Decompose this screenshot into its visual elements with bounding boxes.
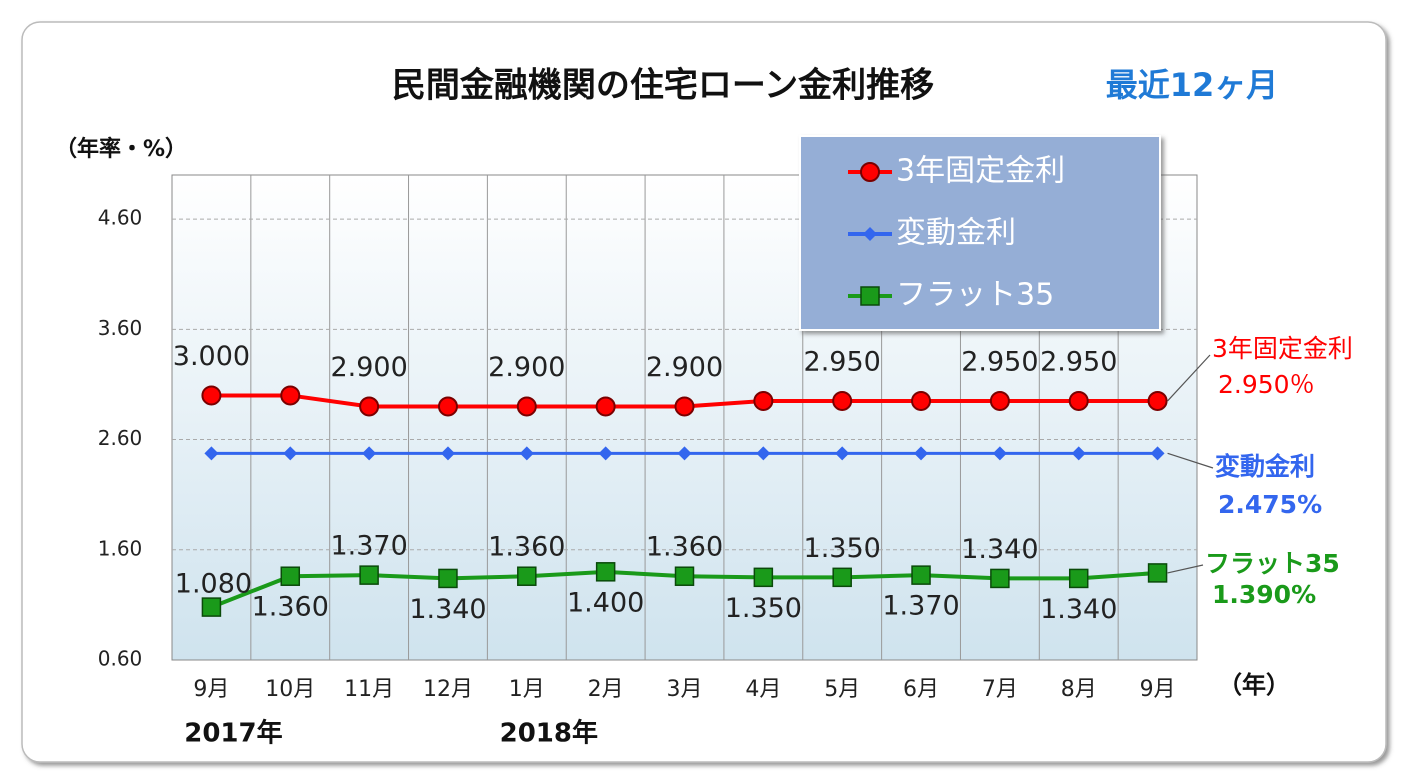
y-tick-label: 2.60 — [98, 426, 143, 450]
point — [359, 396, 380, 417]
legend-label: 変動金利 — [896, 216, 1016, 251]
y-axis-label: （年率・%） — [55, 136, 187, 162]
data-label: 2.950 — [961, 346, 1038, 377]
point — [911, 565, 931, 585]
point — [674, 566, 695, 586]
legend-marker — [863, 227, 877, 241]
y-tick-label: 0.60 — [98, 647, 143, 671]
end-name: 変動金利 — [1215, 452, 1315, 481]
x-axis-label: （年） — [1218, 671, 1290, 699]
point — [519, 446, 534, 461]
x-tick-label: 2月 — [588, 677, 624, 702]
data-label: 2.900 — [488, 352, 565, 383]
y-tick-label: 1.60 — [98, 536, 143, 560]
data-label: 2.950 — [804, 346, 881, 377]
data-label: 2.900 — [330, 352, 407, 383]
point — [595, 562, 616, 582]
point — [832, 390, 853, 411]
data-label: 1.360 — [646, 532, 723, 563]
point — [201, 385, 222, 406]
point — [1071, 446, 1086, 461]
legend-label: 3年固定金利 — [896, 154, 1065, 189]
x-tick-label: 10月 — [265, 677, 315, 702]
end-value: 2.950％ — [1218, 370, 1315, 399]
chart-subtitle: 最近12ヶ月 — [1106, 66, 1279, 104]
year-label: 2018年 — [500, 718, 598, 749]
end-name: フラット35 — [1205, 549, 1340, 578]
point — [440, 446, 455, 461]
point — [280, 385, 301, 406]
data-label: 1.340 — [961, 534, 1038, 565]
end-connector — [1167, 564, 1204, 574]
x-tick-label: 9月 — [1140, 677, 1176, 702]
point — [359, 565, 379, 585]
end-connector — [1167, 452, 1214, 469]
x-tick-label: 4月 — [745, 677, 781, 702]
point — [756, 446, 771, 461]
point — [914, 446, 929, 461]
point — [835, 446, 850, 461]
data-label: 1.360 — [488, 532, 565, 563]
end-value: 2.475% — [1218, 490, 1322, 519]
data-label: 1.370 — [330, 531, 407, 562]
point — [753, 390, 774, 411]
data-label: 1.340 — [409, 594, 486, 625]
data-label: 3.000 — [173, 341, 250, 372]
x-tick-label: 5月 — [824, 677, 860, 702]
x-tick-label: 1月 — [509, 677, 545, 702]
data-label: 1.350 — [725, 593, 802, 624]
data-label: 2.900 — [646, 352, 723, 383]
point — [989, 390, 1010, 411]
data-label: 2.950 — [1040, 346, 1117, 377]
point — [201, 597, 222, 617]
x-tick-label: 9月 — [193, 677, 229, 702]
point — [992, 446, 1007, 461]
data-label: 1.350 — [804, 533, 881, 564]
point — [1147, 390, 1168, 411]
end-value: 1.390% — [1212, 580, 1316, 609]
point — [517, 566, 537, 586]
legend-marker — [860, 286, 880, 306]
point — [753, 567, 774, 588]
point — [911, 390, 932, 411]
year-label: 2017年 — [184, 718, 282, 749]
point — [832, 567, 852, 588]
point — [1147, 563, 1168, 583]
chart-title: 民間金融機関の住宅ローン金利推移 — [392, 66, 934, 106]
point — [1150, 446, 1165, 461]
point — [280, 566, 301, 586]
x-tick-label: 11月 — [344, 677, 394, 702]
x-tick-label: 12月 — [423, 677, 473, 702]
data-label: 1.080 — [175, 569, 252, 600]
point — [677, 446, 692, 461]
point — [438, 568, 458, 589]
y-tick-label: 3.60 — [98, 316, 143, 340]
point — [990, 568, 1010, 589]
x-tick-label: 6月 — [903, 677, 939, 702]
legend-label: フラット35 — [896, 278, 1054, 313]
point — [204, 446, 219, 461]
end-name: 3年固定金利 — [1212, 334, 1353, 363]
point — [598, 446, 613, 461]
data-label: 1.370 — [882, 591, 959, 622]
point — [516, 396, 537, 417]
point — [362, 446, 377, 461]
point — [1068, 390, 1089, 411]
point — [437, 396, 458, 417]
x-tick-label: 8月 — [1061, 677, 1097, 702]
x-tick-label: 7月 — [982, 677, 1018, 702]
data-label: 1.360 — [252, 592, 329, 623]
legend-marker — [860, 162, 880, 182]
y-tick-label: 4.60 — [98, 206, 143, 230]
point — [674, 396, 695, 417]
data-label: 1.340 — [1040, 594, 1117, 625]
end-connector — [1167, 354, 1211, 402]
x-tick-label: 3月 — [667, 677, 703, 702]
point — [595, 396, 616, 417]
data-label: 1.400 — [567, 587, 644, 618]
point — [1068, 568, 1089, 589]
point — [283, 446, 298, 461]
